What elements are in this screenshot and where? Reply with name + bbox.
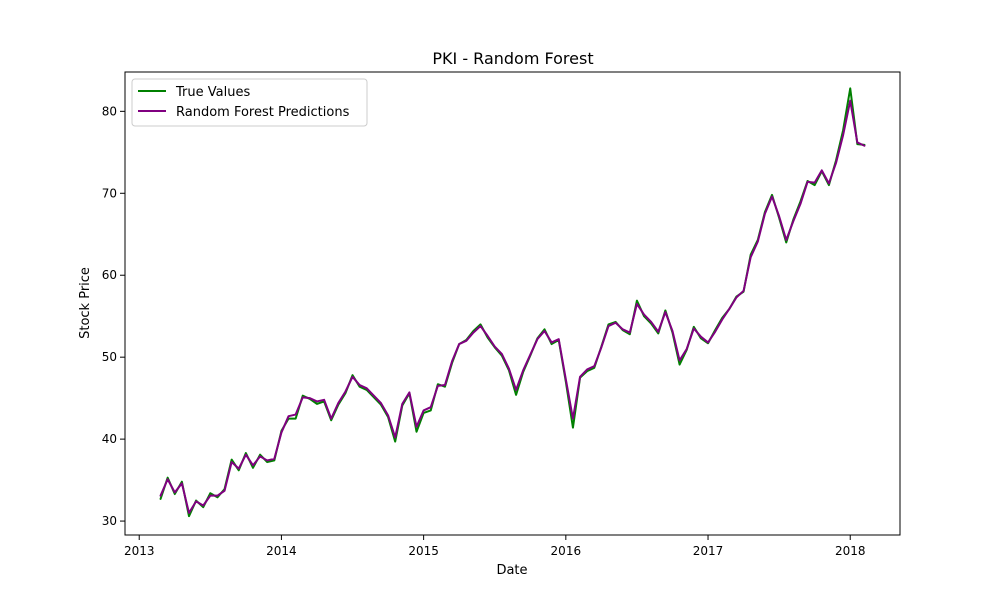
y-tick-label: 50 bbox=[102, 350, 117, 364]
legend: True Values Random Forest Predictions bbox=[131, 78, 368, 127]
y-tick-label: 40 bbox=[102, 432, 117, 446]
y-tick-label: 80 bbox=[102, 104, 117, 118]
series-layer bbox=[159, 87, 866, 518]
legend-box bbox=[131, 78, 368, 127]
y-axis-ticks: 30 40 50 60 70 80 bbox=[102, 104, 125, 528]
x-tick-label: 2018 bbox=[835, 544, 866, 558]
x-tick-label: 2013 bbox=[124, 544, 155, 558]
y-tick-label: 70 bbox=[102, 186, 117, 200]
chart-title: PKI - Random Forest bbox=[432, 49, 593, 68]
y-tick-label: 60 bbox=[102, 268, 117, 282]
legend-label-random-forest-predictions: Random Forest Predictions bbox=[176, 105, 350, 120]
x-tick-label: 2017 bbox=[693, 544, 724, 558]
series-line-random-forest-predictions bbox=[159, 99, 866, 514]
plot-area bbox=[125, 72, 900, 535]
x-tick-label: 2016 bbox=[551, 544, 582, 558]
y-tick-label: 30 bbox=[102, 514, 117, 528]
legend-label-true-values: True Values bbox=[175, 85, 250, 100]
x-tick-label: 2015 bbox=[408, 544, 439, 558]
x-axis-label: Date bbox=[496, 563, 527, 578]
x-axis-ticks: 2013 2014 2015 2016 2017 2018 bbox=[124, 535, 866, 558]
plot-frame bbox=[124, 71, 901, 536]
x-tick-label: 2014 bbox=[266, 544, 297, 558]
y-axis-label: Stock Price bbox=[78, 267, 93, 339]
